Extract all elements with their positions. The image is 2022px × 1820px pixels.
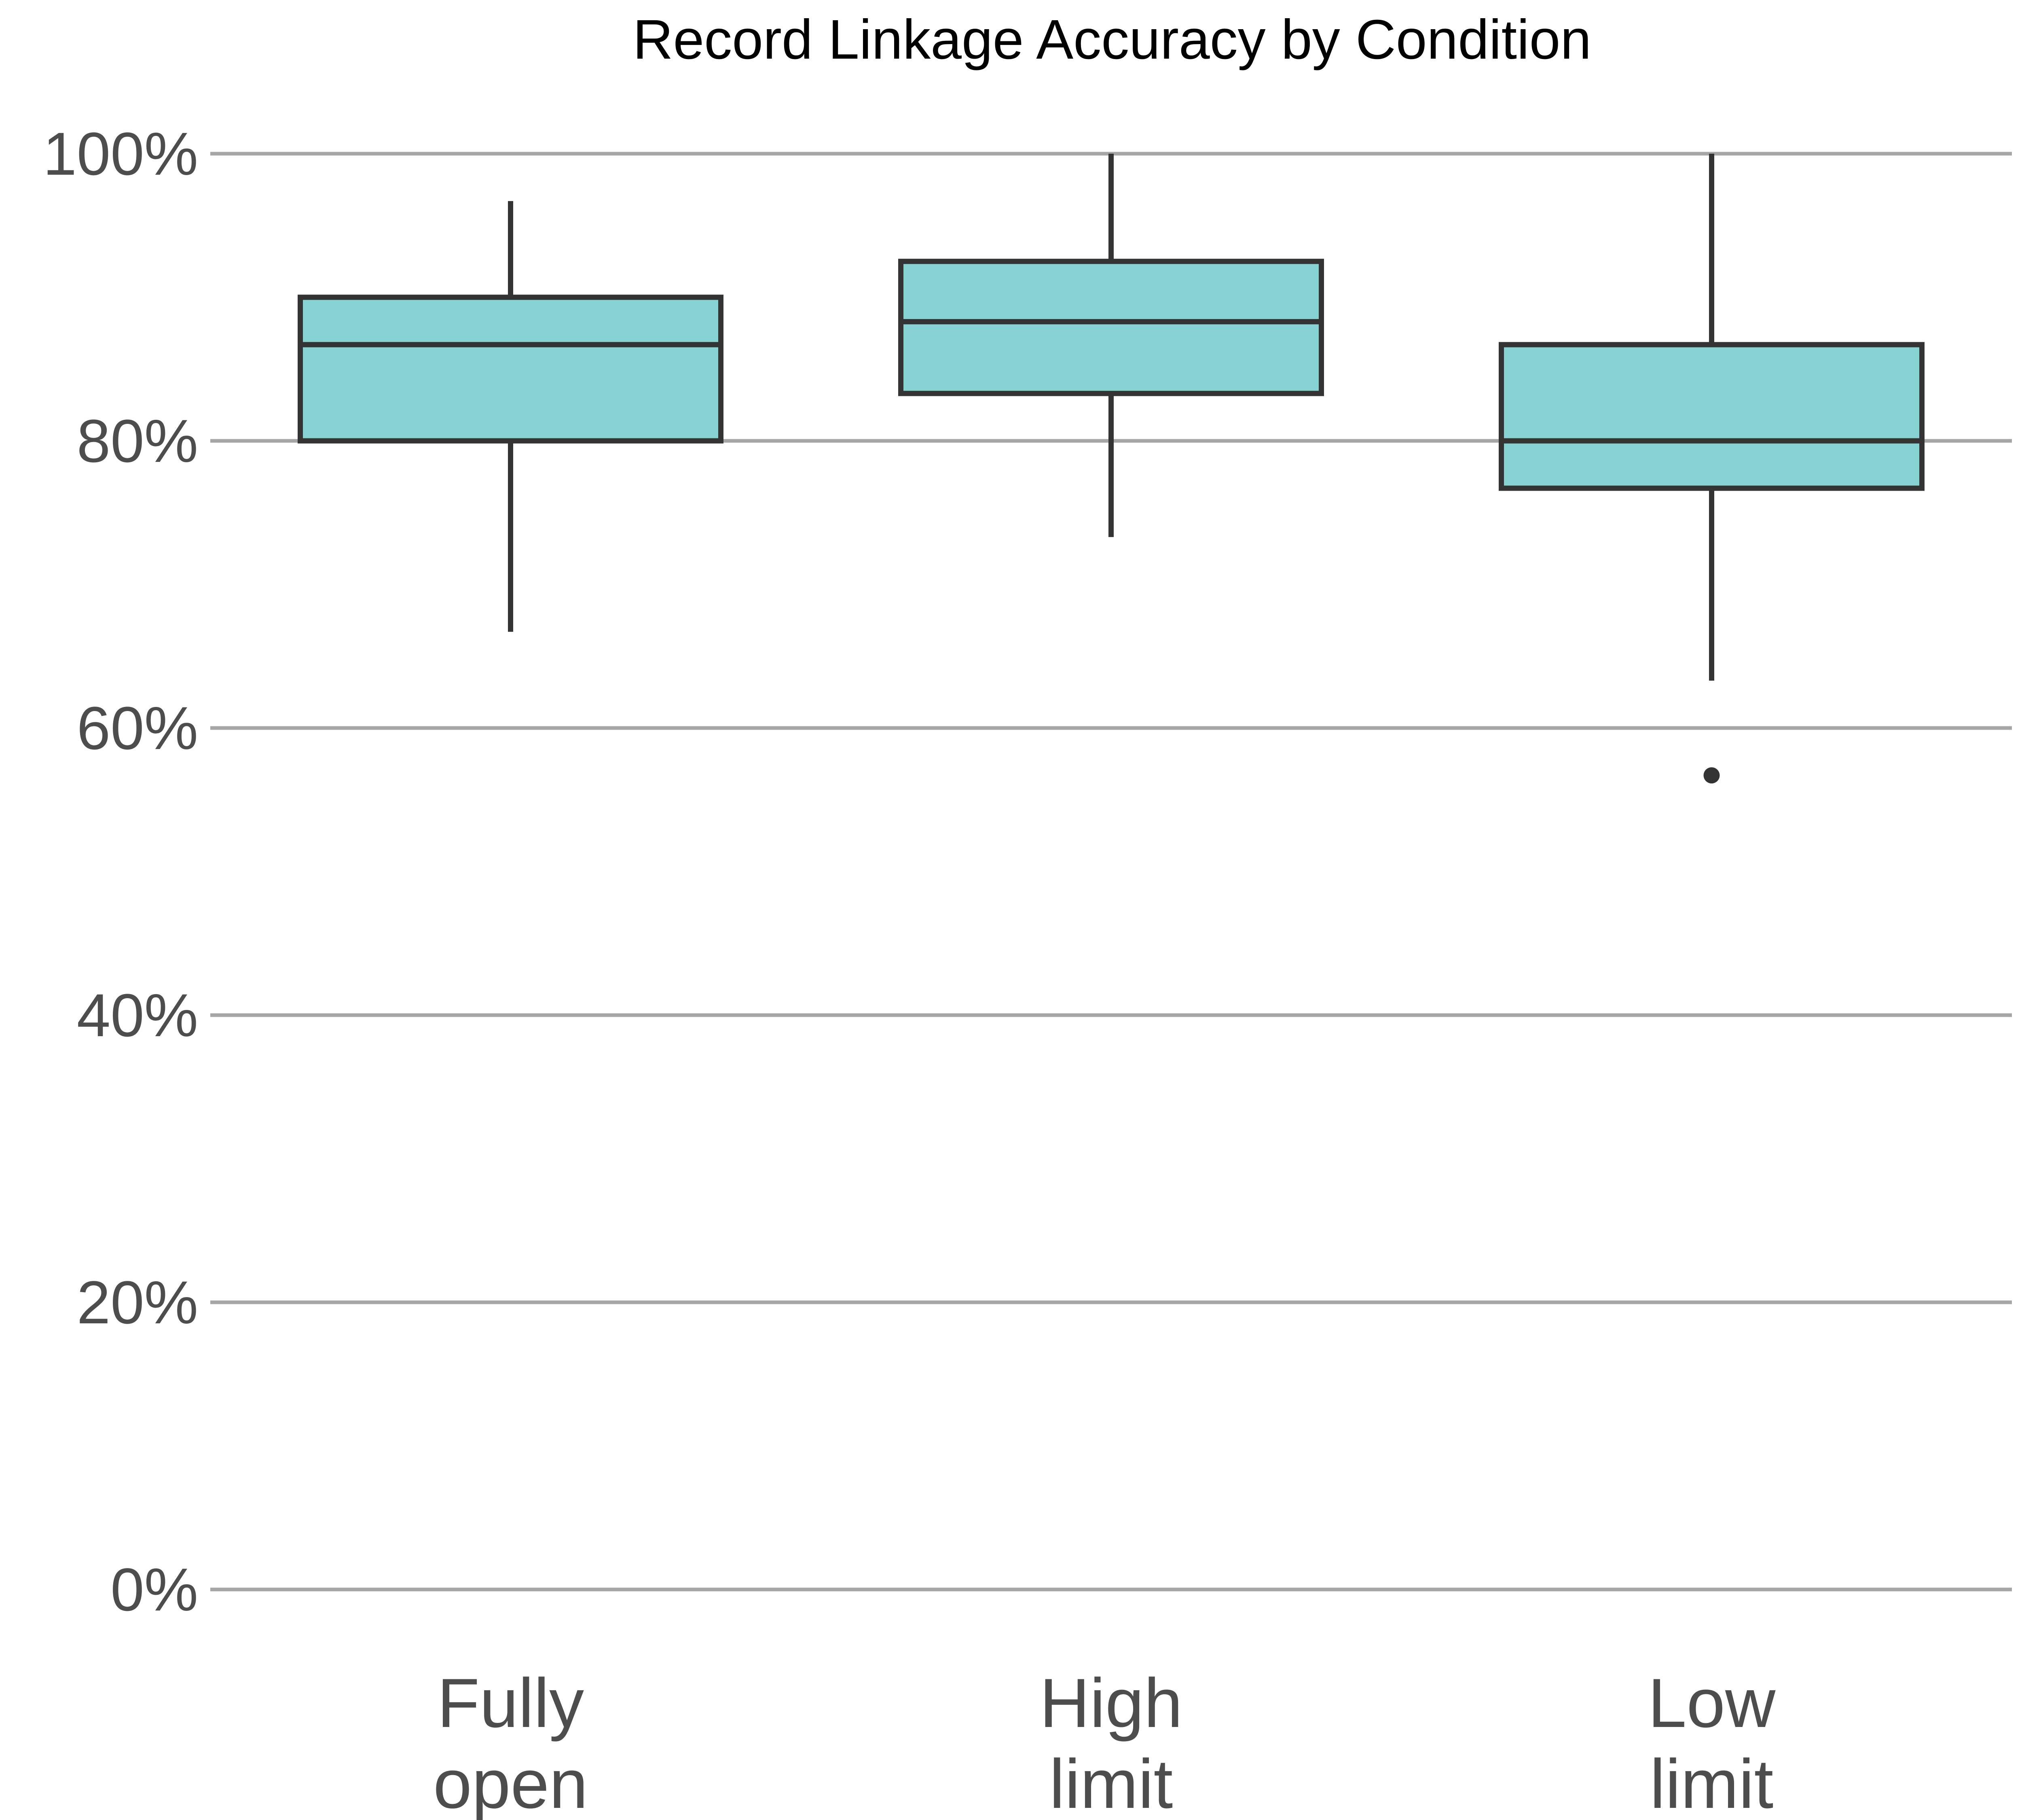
- x-category-label: Low limit: [1648, 1664, 1776, 1820]
- box-group: [298, 201, 723, 632]
- box-iqr: [298, 294, 723, 444]
- y-axis-tick-labels: 0% 20% 40% 60% 80% 100%: [43, 120, 198, 1623]
- chart-title: Record Linkage Accuracy by Condition: [633, 8, 1591, 71]
- x-category-label-line: High: [1040, 1664, 1183, 1742]
- x-category-label-line: Fully: [437, 1664, 584, 1742]
- box-series: [298, 154, 1925, 784]
- y-tick-label: 0%: [110, 1555, 198, 1623]
- y-tick-label: 80%: [77, 407, 198, 475]
- box-iqr: [898, 258, 1324, 396]
- x-category-label-line: limit: [1650, 1745, 1774, 1820]
- y-tick-label: 20%: [77, 1268, 198, 1336]
- x-category-label-line: open: [433, 1745, 588, 1820]
- box-group: [898, 154, 1324, 537]
- outlier-point: [1703, 767, 1720, 784]
- y-tick-label: 60%: [77, 694, 198, 762]
- x-category-label-line: limit: [1049, 1745, 1173, 1820]
- box-group: [1499, 154, 1925, 784]
- y-tick-label: 40%: [77, 981, 198, 1049]
- x-category-label-line: Low: [1648, 1664, 1776, 1742]
- x-category-label: High limit: [1040, 1664, 1183, 1820]
- y-tick-label: 100%: [43, 120, 198, 188]
- x-category-label: Fully open: [433, 1664, 588, 1820]
- box-iqr: [1499, 342, 1925, 491]
